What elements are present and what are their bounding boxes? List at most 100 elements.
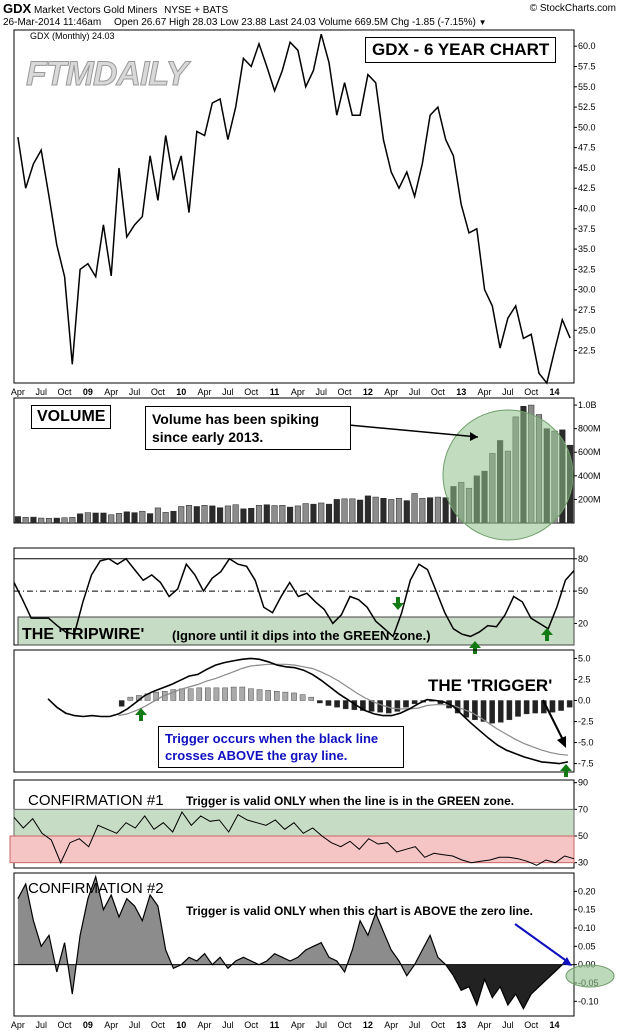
bottom-x-axis-label: Oct xyxy=(431,1020,446,1030)
volume-bar xyxy=(349,498,356,524)
confirmation2-tick-label: 0.15 xyxy=(578,905,596,915)
trigger-histogram-bar xyxy=(170,689,177,701)
price-tick-label: 45.0 xyxy=(578,163,596,173)
trigger-tick-label: -7.5 xyxy=(578,759,594,769)
dropdown-icon[interactable]: ▼ xyxy=(478,18,487,27)
confirmation2-highlight-circle xyxy=(565,964,615,988)
confirmation1-tick-label: 30 xyxy=(578,858,588,868)
trigger-label: THE 'TRIGGER' xyxy=(428,676,553,695)
volume-bar xyxy=(325,503,333,524)
trigger-histogram-bar xyxy=(273,691,280,701)
volume-bar xyxy=(434,496,441,524)
price-chart-title: GDX - 6 YEAR CHART xyxy=(365,37,557,63)
volume-bar xyxy=(388,499,395,524)
price-x-axis-label: Oct xyxy=(524,387,539,397)
tripwire-up-arrow xyxy=(541,628,553,641)
volume-bar xyxy=(209,505,216,524)
trigger-histogram-bar xyxy=(497,700,504,723)
bottom-x-axis-label: Apr xyxy=(104,1020,118,1030)
trigger-histogram-bar xyxy=(213,687,220,701)
trigger-histogram-bar xyxy=(248,688,254,701)
trigger-histogram-bar xyxy=(205,687,211,701)
trigger-up-arrow xyxy=(560,764,572,777)
quote-values: Open 26.67 High 28.03 Low 23.88 Last 24.… xyxy=(113,17,476,28)
volume-bar xyxy=(364,495,371,524)
trigger-histogram-bar xyxy=(196,687,203,701)
price-x-axis-label: 10 xyxy=(176,387,186,397)
volume-bar xyxy=(333,499,340,524)
volume-bar xyxy=(61,517,68,524)
bottom-x-axis-label: 13 xyxy=(456,1020,466,1030)
volume-bar xyxy=(232,504,239,524)
confirmation2-line xyxy=(17,874,563,1010)
quote-date: 26-Mar-2014 11:46am xyxy=(3,17,102,28)
price-panel-frame xyxy=(13,29,575,384)
trigger-histogram-bar xyxy=(282,691,289,701)
bottom-x-axis-label: Jul xyxy=(315,1020,327,1030)
volume-bar xyxy=(147,513,154,524)
price-x-axis-label: 09 xyxy=(83,387,93,397)
volume-bar xyxy=(92,512,99,524)
volume-tick-label: 600M xyxy=(578,447,601,457)
trigger-histogram-bar xyxy=(256,689,263,701)
bottom-x-axis-label: Oct xyxy=(58,1020,73,1030)
trigger-pointer-arrowhead xyxy=(557,736,566,748)
price-x-axis-label: Oct xyxy=(58,387,73,397)
volume-bar xyxy=(77,513,84,524)
trigger-tick-label: -2.5 xyxy=(578,717,594,727)
price-tick-label: 57.5 xyxy=(578,62,596,72)
volume-arrowhead xyxy=(470,432,478,441)
price-x-axis-label: 14 xyxy=(550,387,560,397)
price-tick-label: 52.5 xyxy=(578,102,596,112)
price-tick-label: 47.5 xyxy=(578,143,596,153)
trigger-histogram-bar xyxy=(334,700,340,708)
volume-annotation: Volume has been spiking since early 2013… xyxy=(145,406,351,450)
price-tick-label: 30.0 xyxy=(578,285,596,295)
volume-tick-label: 200M xyxy=(578,494,601,504)
price-x-axis-label: Apr xyxy=(198,387,212,397)
trigger-tick-label: 2.5 xyxy=(578,674,591,684)
tripwire-tick-label: 20 xyxy=(578,618,588,628)
bottom-x-axis-label: Apr xyxy=(384,1020,398,1030)
volume-bar xyxy=(53,517,60,524)
volume-bar xyxy=(411,493,418,524)
price-line xyxy=(17,33,571,385)
price-tick-label: 27.5 xyxy=(578,305,596,315)
bottom-x-axis-label: 10 xyxy=(176,1020,186,1030)
volume-bar xyxy=(84,512,91,524)
trigger-histogram-bar xyxy=(523,700,530,715)
volume-highlight-circle xyxy=(442,409,574,541)
bottom-x-axis-label: 11 xyxy=(270,1020,280,1030)
price-x-axis-label: Oct xyxy=(244,387,259,397)
bottom-x-axis-label: Jul xyxy=(222,1020,234,1030)
volume-bar xyxy=(395,497,403,524)
trigger-histogram-bar xyxy=(118,700,125,707)
price-tick-label: 42.5 xyxy=(578,183,596,193)
volume-bar xyxy=(302,503,309,524)
tripwire-label: THE 'TRIPWIRE' xyxy=(22,626,145,643)
trigger-tick-label: -5.0 xyxy=(578,738,594,748)
volume-bar xyxy=(108,514,115,524)
trigger-histogram-bar xyxy=(566,700,573,708)
volume-bar xyxy=(427,497,434,524)
trigger-histogram-bar xyxy=(299,694,306,701)
trigger-histogram-bar xyxy=(558,700,564,711)
tripwire-up-arrow xyxy=(469,641,481,654)
volume-bar xyxy=(372,496,379,524)
volume-bar xyxy=(139,510,146,524)
volume-bar xyxy=(224,505,231,524)
price-x-axis-label: Jul xyxy=(222,387,234,397)
trigger-histogram-bar xyxy=(265,690,271,701)
volume-bar xyxy=(279,505,286,524)
price-tick-label: 25.0 xyxy=(578,325,596,335)
volume-bar xyxy=(123,511,130,524)
bottom-x-axis-label: Apr xyxy=(198,1020,212,1030)
confirmation2-label: CONFIRMATION #2 xyxy=(28,880,164,897)
volume-bar xyxy=(170,510,177,524)
bottom-x-axis-label: Jul xyxy=(129,1020,141,1030)
bottom-x-axis-label: Jul xyxy=(35,1020,47,1030)
volume-tick-label: 1.0B xyxy=(578,400,597,410)
tripwire-tick-label: 80 xyxy=(578,554,588,564)
volume-bar xyxy=(162,512,169,524)
